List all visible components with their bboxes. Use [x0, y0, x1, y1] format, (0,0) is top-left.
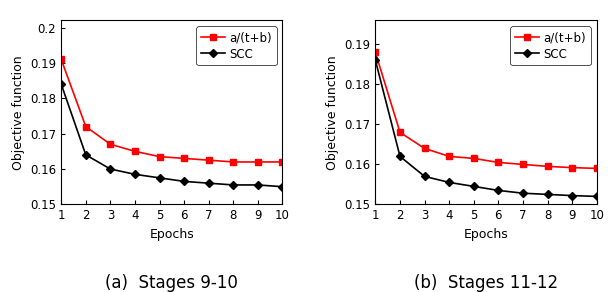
- a/(t+b): [82, 125, 89, 128]
- a/(t+b): [421, 147, 428, 150]
- SCC: [181, 180, 188, 183]
- a/(t+b): [156, 155, 163, 158]
- Line: SCC: SCC: [58, 81, 285, 190]
- SCC: [397, 155, 404, 158]
- SCC: [82, 153, 89, 157]
- Line: a/(t+b): a/(t+b): [373, 50, 600, 171]
- a/(t+b): [132, 150, 139, 153]
- Y-axis label: Objective function: Objective function: [12, 55, 24, 170]
- SCC: [569, 194, 576, 197]
- SCC: [421, 175, 428, 178]
- a/(t+b): [494, 161, 502, 164]
- SCC: [254, 183, 261, 187]
- SCC: [58, 82, 65, 86]
- SCC: [205, 181, 212, 185]
- a/(t+b): [205, 159, 212, 162]
- a/(t+b): [279, 160, 286, 164]
- a/(t+b): [230, 160, 237, 164]
- a/(t+b): [106, 142, 114, 146]
- SCC: [279, 185, 286, 188]
- Text: (b)  Stages 11-12: (b) Stages 11-12: [414, 274, 558, 292]
- SCC: [494, 189, 502, 192]
- Line: a/(t+b): a/(t+b): [58, 57, 285, 165]
- Line: SCC: SCC: [373, 58, 600, 199]
- a/(t+b): [593, 167, 600, 170]
- SCC: [132, 173, 139, 176]
- a/(t+b): [254, 160, 261, 164]
- SCC: [106, 167, 114, 171]
- X-axis label: Epochs: Epochs: [464, 228, 509, 241]
- Legend: a/(t+b), SCC: a/(t+b), SCC: [196, 26, 277, 65]
- SCC: [230, 183, 237, 187]
- a/(t+b): [371, 51, 379, 54]
- SCC: [519, 192, 526, 195]
- SCC: [371, 59, 379, 62]
- Y-axis label: Objective function: Objective function: [326, 55, 339, 170]
- SCC: [446, 181, 453, 184]
- Legend: a/(t+b), SCC: a/(t+b), SCC: [510, 26, 591, 65]
- a/(t+b): [544, 165, 551, 168]
- a/(t+b): [569, 166, 576, 169]
- a/(t+b): [519, 163, 526, 166]
- SCC: [593, 195, 600, 198]
- a/(t+b): [470, 157, 477, 160]
- SCC: [156, 176, 163, 180]
- SCC: [470, 185, 477, 188]
- a/(t+b): [181, 157, 188, 160]
- Text: (a)  Stages 9-10: (a) Stages 9-10: [105, 274, 238, 292]
- X-axis label: Epochs: Epochs: [149, 228, 194, 241]
- a/(t+b): [58, 58, 65, 61]
- a/(t+b): [397, 131, 404, 134]
- SCC: [544, 193, 551, 196]
- a/(t+b): [446, 155, 453, 158]
